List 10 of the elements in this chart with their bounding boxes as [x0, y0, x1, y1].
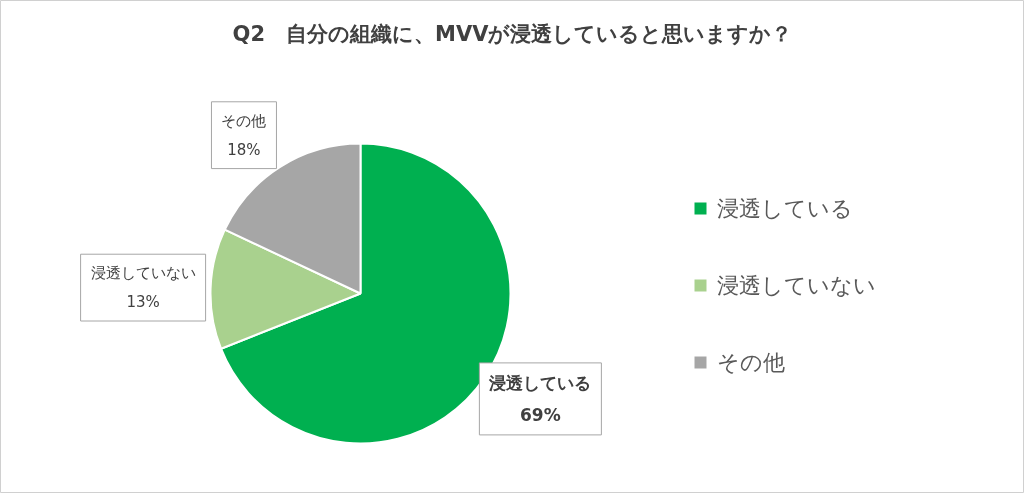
legend-label: その他: [716, 350, 785, 375]
legend-label: 浸透していない: [716, 273, 876, 298]
data-label: 18%: [227, 140, 261, 159]
slice-label: その他: [221, 111, 267, 130]
data-label: 69%: [520, 404, 561, 425]
data-label: 13%: [126, 293, 160, 312]
legend-label: 浸透している: [716, 196, 853, 221]
chart-title: Q2 自分の組織に、MVVが浸透していると思いますか？: [232, 21, 793, 46]
slice-label: 浸透していない: [90, 264, 196, 283]
slice-label: 浸透している: [488, 372, 592, 393]
